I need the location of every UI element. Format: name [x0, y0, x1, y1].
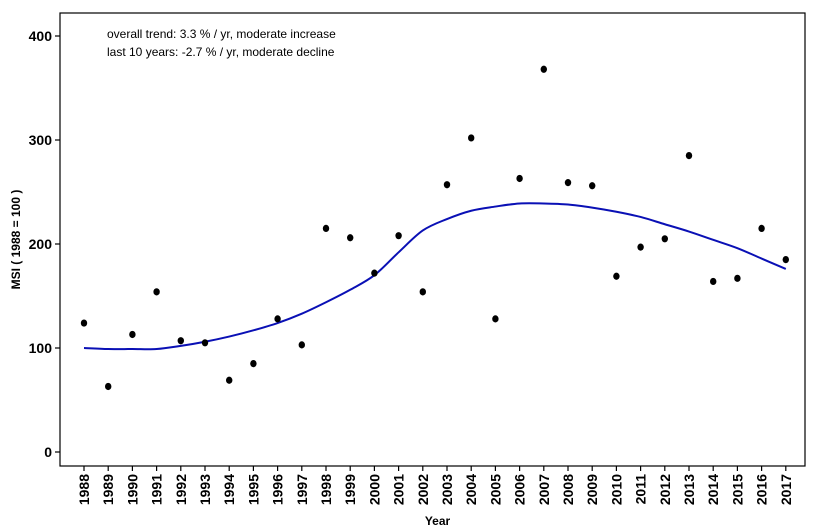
data-point — [226, 376, 233, 384]
data-point — [613, 272, 620, 280]
x-tick-label: 1997 — [294, 474, 310, 505]
data-point — [274, 315, 281, 323]
x-tick-label: 1994 — [221, 474, 237, 505]
y-axis: 0 100 200 300 400 — [29, 28, 60, 460]
plot-frame — [59, 12, 806, 467]
x-tick-label: 1992 — [173, 474, 189, 505]
x-tick-label: 1998 — [318, 474, 334, 505]
data-point — [153, 288, 160, 296]
x-tick-label: 2016 — [754, 474, 770, 505]
data-point — [540, 65, 547, 73]
x-tick-label: 2010 — [608, 474, 624, 505]
x-tick-label: 2014 — [705, 474, 721, 505]
x-tick-label: 1991 — [149, 474, 165, 505]
data-point — [637, 243, 644, 251]
data-points — [80, 65, 789, 391]
x-tick-label: 1995 — [245, 474, 261, 505]
x-tick-label: 2003 — [439, 474, 455, 505]
y-tick-label: 0 — [44, 444, 52, 460]
data-point — [105, 382, 112, 391]
x-tick-label: 2006 — [512, 474, 528, 505]
data-point — [710, 277, 717, 286]
y-tick-label: 400 — [29, 28, 53, 44]
x-tick-label: 2000 — [366, 474, 382, 505]
x-tick-label: 2005 — [487, 474, 503, 505]
trend-line — [83, 202, 787, 351]
x-tick-label: 2004 — [463, 474, 479, 505]
y-tick-label: 300 — [29, 132, 53, 148]
x-tick-label: 2002 — [415, 474, 431, 505]
x-tick-label: 2007 — [536, 474, 552, 505]
data-point — [782, 256, 789, 264]
annotation-last-10-years: last 10 years: -2.7 % / yr, moderate dec… — [107, 45, 335, 59]
data-point — [129, 330, 136, 339]
x-tick-label: 2011 — [633, 474, 649, 505]
data-point — [347, 234, 354, 242]
x-tick-label: 1990 — [124, 474, 140, 505]
data-point — [80, 319, 88, 327]
data-point — [443, 181, 451, 189]
x-tick-label: 2001 — [391, 474, 407, 505]
data-point — [371, 269, 378, 277]
data-point — [201, 339, 209, 347]
data-point — [734, 274, 741, 282]
x-tick-label: 1989 — [100, 474, 116, 505]
x-tick-label: 1988 — [76, 474, 92, 505]
x-tick-label: 2017 — [778, 474, 794, 505]
data-point — [395, 232, 402, 240]
data-point — [564, 179, 572, 187]
data-point — [468, 134, 475, 142]
x-axis: 1988 1989 1990 1991 1992 1993 1994 1995 1996 1997… — [76, 466, 794, 505]
x-axis-title: Year — [425, 514, 451, 528]
x-tick-label: 2009 — [584, 474, 600, 505]
data-point — [250, 360, 257, 368]
y-axis-title: MSI ( 1988 = 100 ) — [9, 190, 23, 290]
data-point — [685, 152, 693, 160]
data-point — [589, 182, 596, 190]
data-point — [322, 224, 330, 232]
data-point — [661, 235, 668, 243]
y-tick-label: 100 — [29, 340, 53, 356]
data-point — [177, 337, 184, 345]
data-point — [516, 174, 523, 183]
x-tick-label: 2013 — [681, 474, 697, 505]
x-tick-label: 2012 — [657, 474, 673, 505]
x-tick-label: 1996 — [270, 474, 286, 505]
x-tick-label: 2008 — [560, 474, 576, 505]
data-point — [298, 341, 305, 349]
data-point — [492, 315, 499, 323]
x-tick-label: 1993 — [197, 474, 213, 505]
x-tick-label: 1999 — [342, 474, 358, 505]
data-point — [758, 224, 765, 232]
x-tick-label: 2015 — [729, 474, 745, 505]
data-point — [419, 288, 426, 296]
y-tick-label: 200 — [29, 236, 53, 252]
annotation-overall-trend: overall trend: 3.3 % / yr, moderate incr… — [107, 27, 336, 41]
